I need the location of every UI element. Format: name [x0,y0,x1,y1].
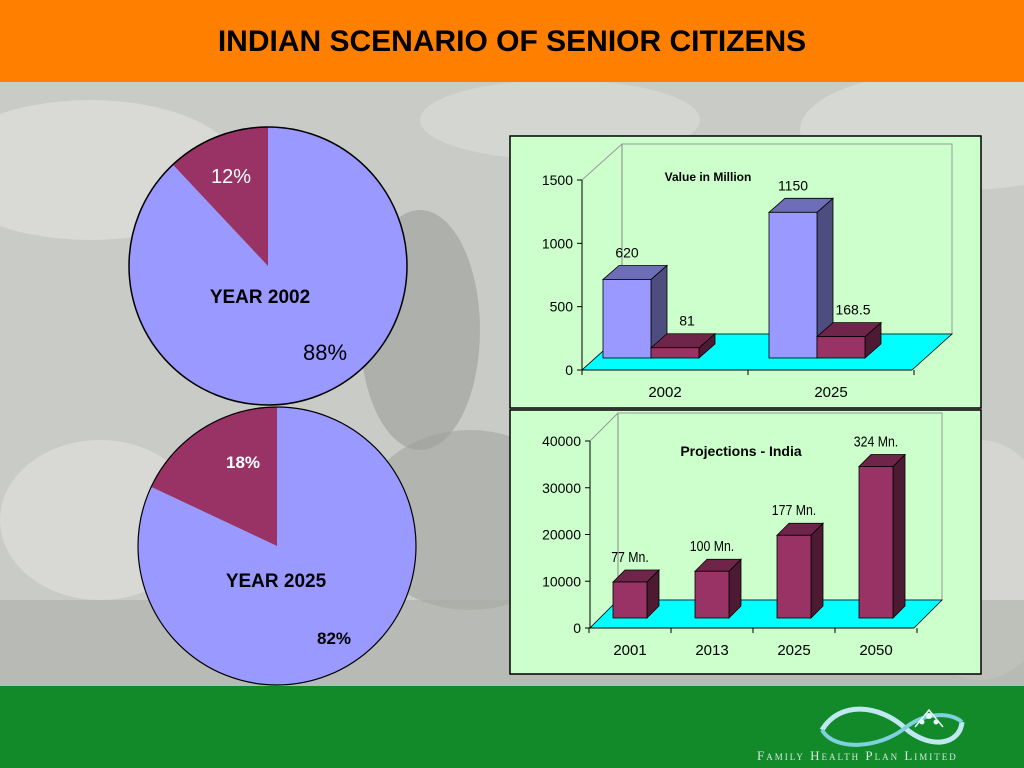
bars: 77 Mn. 100 Mn. 177 Mn. 324 Mn. [611,433,906,619]
brand-text: Family Health Plan Limited [757,748,958,763]
pie-chart-2002: 12% 88% YEAR 2002 [128,126,408,406]
company-logo [819,706,965,747]
pie-label-majority: 88% [303,340,347,365]
data-label: 620 [615,244,639,260]
bar-side [892,453,906,619]
back-wall-edge [581,143,953,334]
bar-front [816,336,866,359]
y-tick-label: 40000 [542,433,581,449]
x-tick-label: 2050 [859,642,892,659]
x-tick-label: 2001 [613,642,646,659]
bar [694,558,742,619]
y-axis-ticks: 0 10000 20000 30000 40000 [542,433,590,636]
bar [815,321,883,359]
data-label: 100 Mn. [690,538,734,554]
data-label: 168.5 [835,302,870,318]
bars: 620 1150 81 168.5 [601,177,883,359]
logo-star-icon [926,713,932,719]
x-axis-labels: 2001 2013 2025 2050 [588,628,918,659]
pie-chart-2025: 18% 82% YEAR 2025 [137,406,417,686]
y-tick-label: 1500 [542,172,573,188]
x-tick-label: 2013 [695,642,728,659]
data-label: 177 Mn. [772,502,816,518]
bar-front [776,534,812,619]
footer-bar [0,686,1024,768]
y-tick-label: 30000 [542,480,581,496]
page-title: INDIAN SCENARIO OF SENIOR CITIZENS [217,25,807,58]
back-wall-edge [589,412,943,600]
y-tick-label: 1000 [542,235,573,251]
y-tick-label: 10000 [542,573,581,589]
bar-chart-value-in-million: 0 500 1000 1500 620 1150 81 168.5 2002 2025 Val… [509,135,982,409]
x-tick-label: 2025 [777,642,810,659]
pie-slice-minority [151,407,277,546]
chart-title: Value in Million [665,170,752,184]
bar-front [602,279,652,359]
bar-front [858,466,894,619]
y-tick-label: 20000 [542,527,581,543]
x-axis-labels: 2002 2025 [581,370,915,401]
pie-slice-minority [172,127,268,266]
bar-chart-projections-india: 0 10000 20000 30000 40000 77 Mn. 100 Mn. 177 M… [509,409,982,675]
chart-3d-frame [589,412,943,629]
pie-label-majority: 82% [317,629,351,648]
bar [612,569,660,619]
chart-title: Projections - India [680,443,802,459]
bar-front [612,581,648,619]
y-axis-ticks: 0 500 1000 1500 [542,172,582,378]
bar-front [694,570,730,619]
x-tick-label: 2025 [814,384,847,401]
logo-swoosh [820,713,964,747]
y-tick-label: 500 [550,299,574,315]
data-label: 1150 [778,177,808,193]
title-bar [0,0,1024,82]
pie-outline [137,406,417,686]
bar [767,197,835,359]
y-tick-label: 0 [573,620,581,636]
pie-label-minority: 18% [226,453,260,472]
bar [601,264,669,359]
bar [649,332,717,359]
bar-front [768,211,818,359]
bar [858,453,906,619]
pie-year-label: YEAR 2002 [210,287,310,308]
data-label: 324 Mn. [854,433,898,449]
data-label: 81 [679,313,695,329]
pie-label-minority: 12% [211,166,251,188]
bar [776,522,824,619]
pie-outline [128,126,408,406]
data-label: 77 Mn. [611,549,649,565]
bar-side [810,522,824,619]
logo-crown-icon [914,708,944,728]
pie-year-label: YEAR 2025 [226,571,327,592]
bar-front [650,347,700,359]
y-tick-label: 0 [565,362,573,378]
x-tick-label: 2002 [648,384,681,401]
